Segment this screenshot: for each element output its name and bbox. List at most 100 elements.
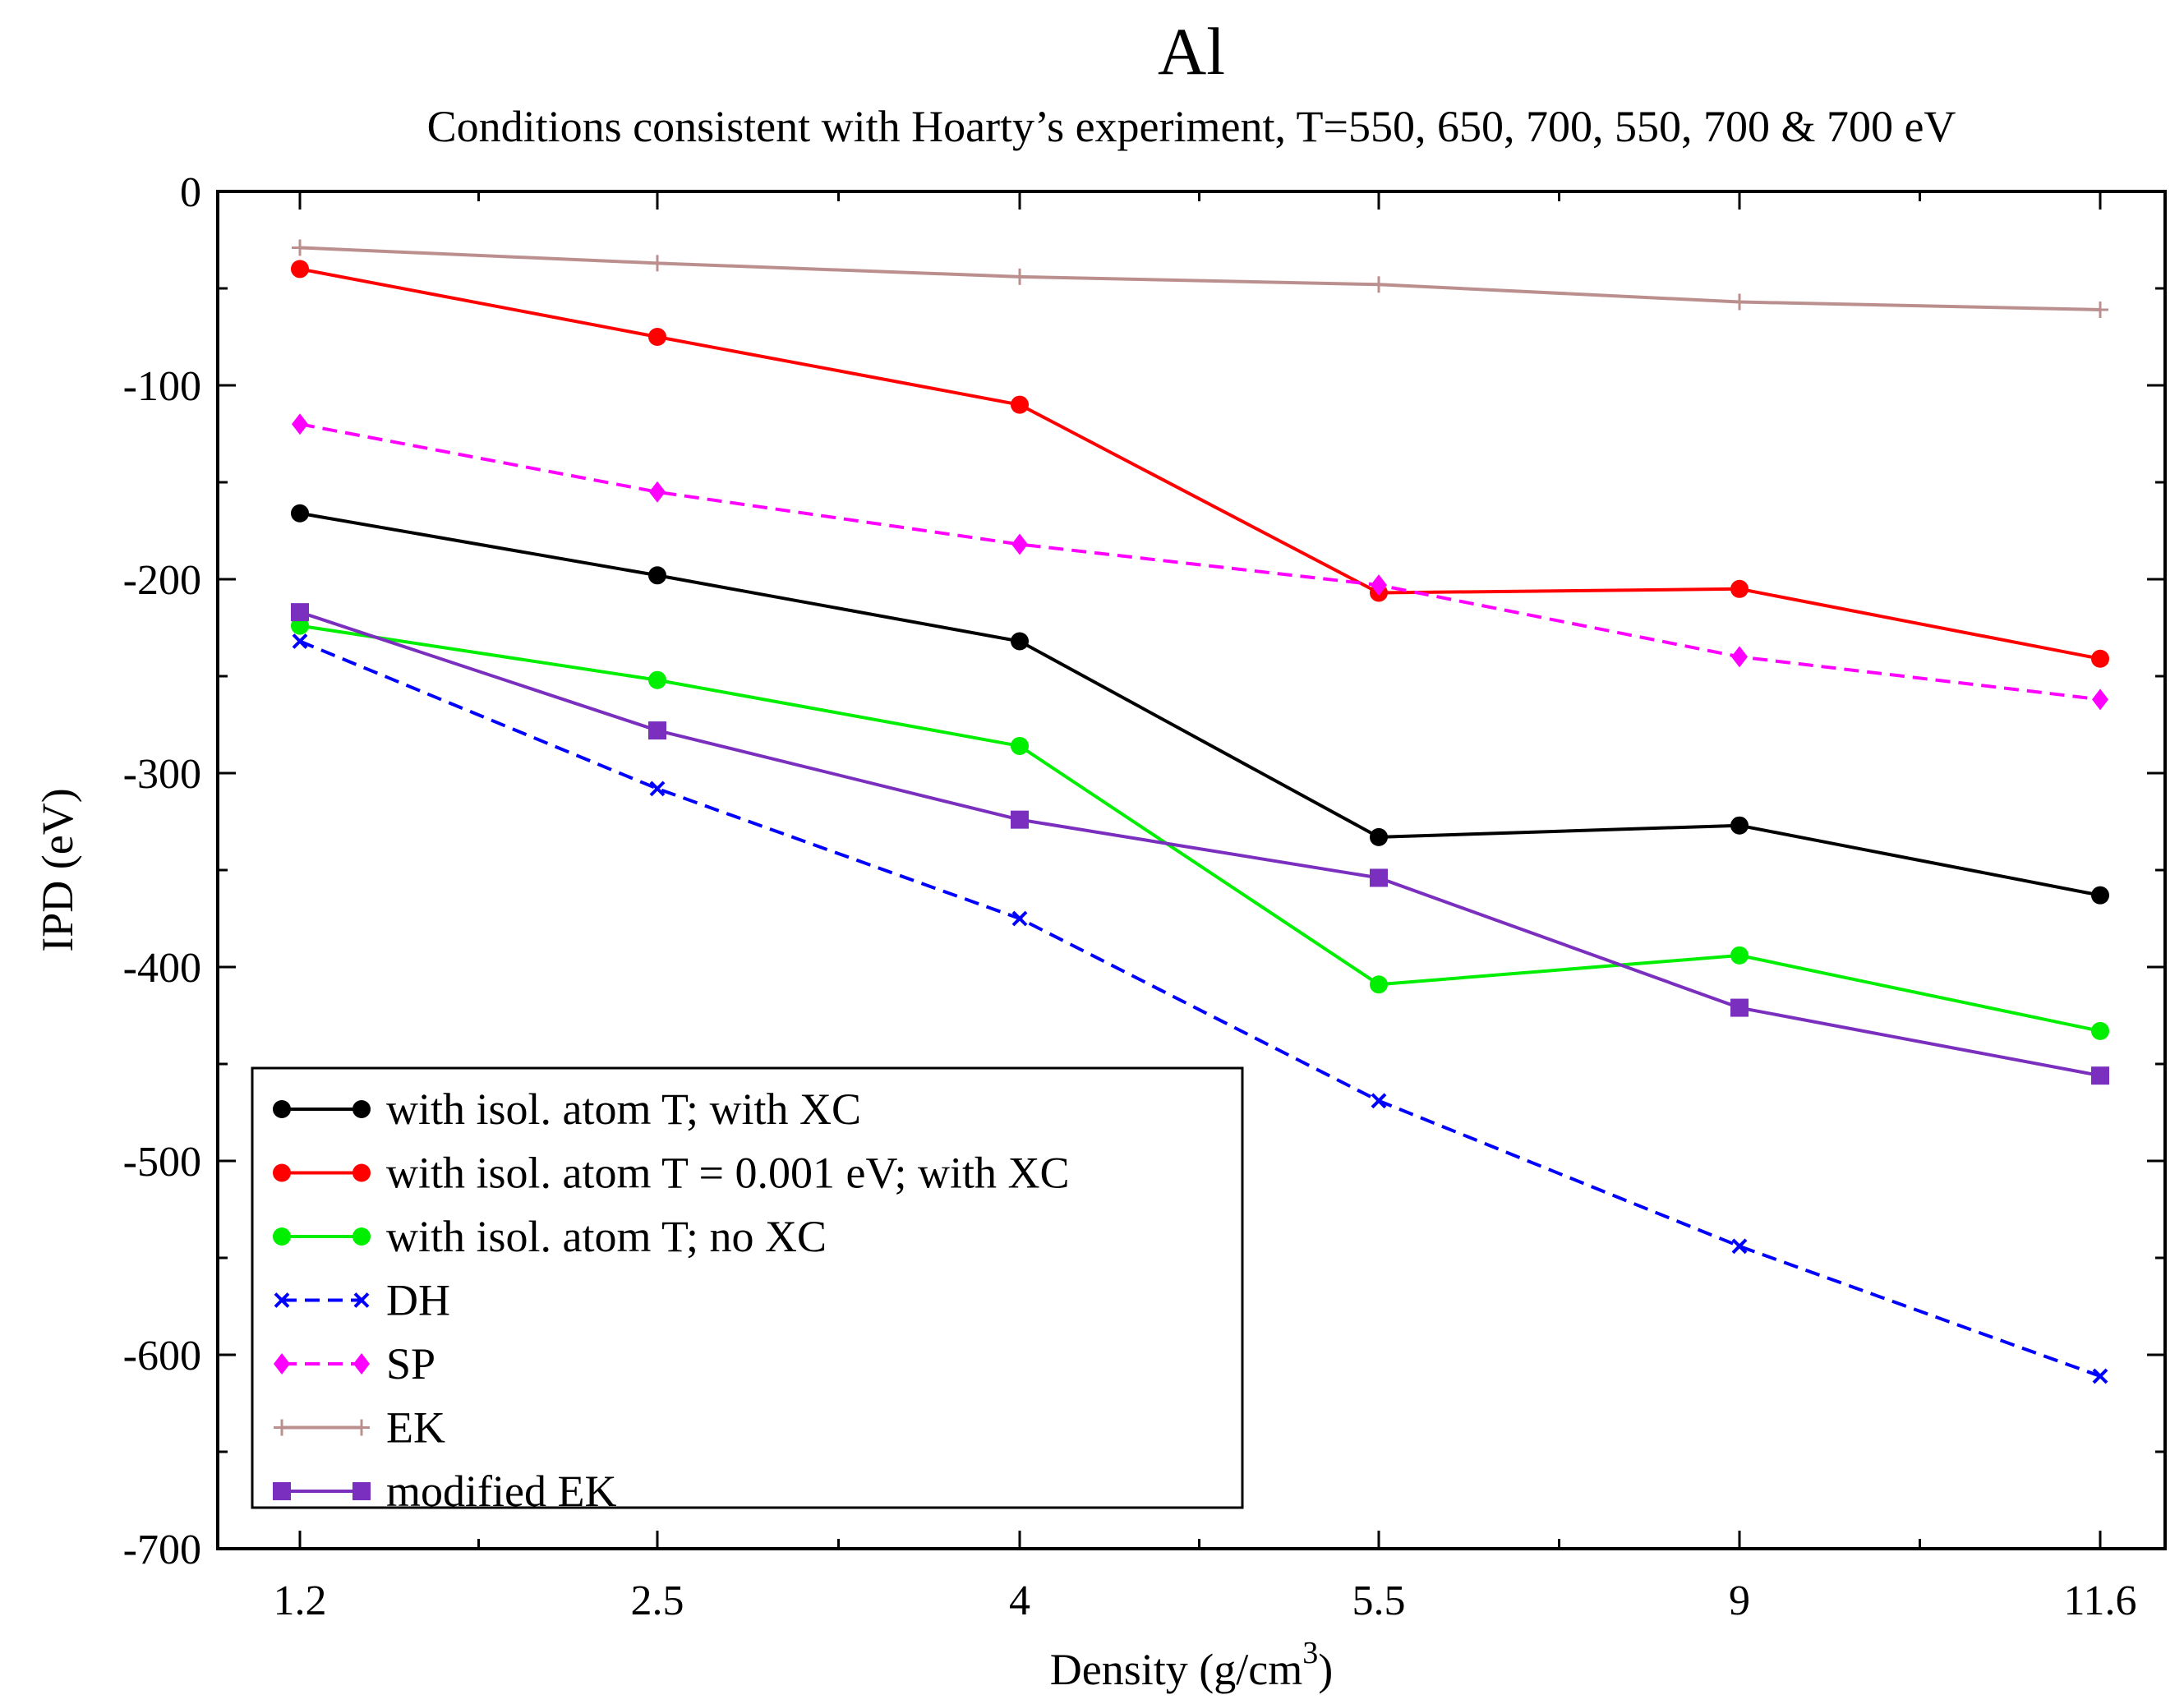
y-tick-label: -400	[123, 945, 201, 992]
data-point	[1731, 1238, 1748, 1255]
legend-item: SP	[274, 1339, 435, 1389]
series-line	[299, 267, 2101, 661]
data-point	[1730, 579, 1749, 598]
data-point	[1730, 998, 1749, 1017]
legend-item: with isol. atom T; no XC	[273, 1212, 827, 1261]
legend-item: with isol. atom T = 0.001 eV; with XC	[273, 1149, 1069, 1198]
data-point	[291, 504, 309, 523]
y-tick-label: -100	[123, 363, 201, 410]
legend-marker	[273, 1482, 291, 1500]
data-point	[1731, 293, 1748, 311]
legend-marker	[273, 1100, 291, 1118]
chart-subtitle: Conditions consistent with Hoarty’s expe…	[427, 102, 1956, 151]
y-axis: 0 -100 -200 -300 -400 -500 -600 -700	[123, 169, 2165, 1573]
series-line	[299, 639, 2101, 1378]
data-point	[292, 413, 308, 435]
y-tick-label: -200	[123, 557, 201, 604]
data-point	[1371, 276, 1387, 293]
data-point	[2092, 301, 2108, 318]
legend-item: EK	[274, 1403, 445, 1453]
series-1	[291, 260, 2109, 668]
series-line	[299, 624, 2101, 1033]
data-point	[291, 616, 309, 635]
data-point	[2091, 1021, 2109, 1040]
legend-marker	[273, 1163, 291, 1182]
y-tick-label: 0	[180, 169, 201, 216]
data-point	[649, 255, 666, 272]
data-point	[649, 481, 666, 503]
legend: with isol. atom T; with XC with isol. ato…	[251, 1066, 1244, 1516]
data-point	[1011, 736, 1029, 755]
series-0	[291, 504, 2109, 905]
legend-marker	[353, 1353, 370, 1375]
data-point	[1011, 533, 1028, 555]
data-point	[648, 566, 666, 585]
y-tick-label: -300	[123, 751, 201, 798]
data-point	[1730, 816, 1749, 835]
legend-marker	[353, 1292, 370, 1308]
legend-box	[251, 1066, 1244, 1509]
data-point	[1371, 1093, 1387, 1109]
y-tick-label: -700	[123, 1527, 201, 1573]
data-point	[1011, 395, 1029, 414]
data-point	[2092, 689, 2108, 711]
data-point	[1731, 646, 1748, 668]
data-point	[1011, 268, 1028, 285]
series-layer	[291, 239, 2109, 1384]
data-point	[2091, 1066, 2109, 1085]
legend-label: SP	[386, 1339, 435, 1389]
legend-marker	[274, 1419, 290, 1436]
series-line	[299, 610, 2101, 1078]
x-axis: 1.2 2.5 4 5.5 9 11.6	[274, 191, 2137, 1624]
data-point	[2092, 1368, 2108, 1384]
legend-marker	[274, 1292, 290, 1308]
data-point	[1011, 632, 1029, 651]
series-6	[291, 603, 2109, 1085]
data-point	[648, 670, 666, 689]
legend-marker	[352, 1227, 371, 1246]
series-5	[292, 239, 2108, 318]
series-line	[299, 511, 2101, 897]
data-point	[1370, 827, 1388, 846]
legend-marker	[273, 1227, 291, 1246]
data-point	[2091, 649, 2109, 668]
series-3	[292, 633, 2108, 1384]
x-tick-label: 11.6	[2063, 1577, 2136, 1624]
x-tick-label: 9	[1729, 1577, 1750, 1624]
data-point	[1370, 975, 1388, 994]
legend-label: with isol. atom T; no XC	[386, 1212, 827, 1261]
data-point	[648, 721, 666, 740]
legend-label: modified EK	[386, 1467, 616, 1516]
series-line	[299, 422, 2101, 702]
x-tick-label: 5.5	[1352, 1577, 1406, 1624]
legend-item: DH	[274, 1276, 450, 1325]
y-tick-label: -600	[123, 1333, 201, 1379]
legend-label: with isol. atom T; with XC	[386, 1085, 861, 1134]
legend-label: DH	[386, 1276, 450, 1325]
legend-label: EK	[386, 1403, 445, 1453]
x-tick-label: 2.5	[631, 1577, 684, 1624]
chart-title: Al	[1158, 14, 1225, 89]
y-tick-label: -500	[123, 1139, 201, 1186]
legend-item: modified EK	[273, 1467, 616, 1516]
legend-marker	[274, 1353, 290, 1375]
legend-item: with isol. atom T; with XC	[273, 1085, 861, 1134]
data-point	[292, 239, 308, 256]
series-line	[299, 246, 2101, 311]
legend-marker	[352, 1100, 371, 1118]
series-4	[292, 413, 2108, 711]
y-axis-label: IPD (eV)	[33, 788, 82, 951]
data-point	[649, 781, 666, 797]
x-tick-label: 1.2	[274, 1577, 327, 1624]
x-axis-label: Density (g/cm3)	[1050, 1636, 1333, 1694]
data-point	[1371, 574, 1387, 596]
legend-marker	[352, 1163, 371, 1182]
legend-marker	[352, 1482, 371, 1500]
data-point	[2091, 886, 2109, 905]
data-point	[1011, 910, 1028, 927]
series-2	[291, 616, 2109, 1040]
x-tick-label: 4	[1009, 1577, 1030, 1624]
data-point	[1011, 810, 1029, 829]
data-point	[291, 603, 309, 622]
data-point	[1730, 946, 1749, 965]
